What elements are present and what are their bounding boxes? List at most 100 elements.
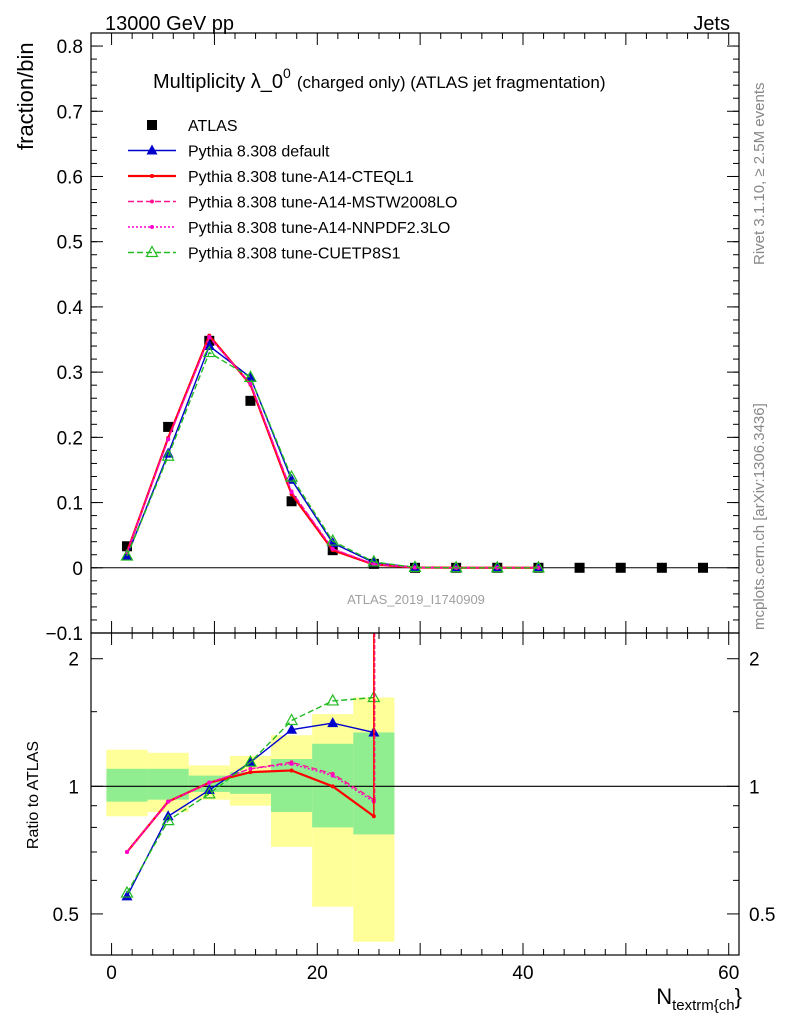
- main-ytick-label: 0.1: [57, 494, 83, 515]
- legend-marker: [146, 144, 158, 155]
- analysis-watermark: ATLAS_2019_I1740909: [347, 592, 485, 607]
- main-title-superscript: 0: [283, 65, 291, 81]
- data-point: [574, 562, 585, 573]
- ratio-ytick-label: 2: [68, 650, 79, 671]
- data-point: [161, 449, 175, 461]
- data-point: [286, 496, 297, 507]
- legend-entry-5: Pythia 8.308 tune-CUETP8S1: [128, 245, 401, 263]
- main-title-rest: (charged only) (ATLAS jet fragmentation): [297, 73, 606, 92]
- series-line: [126, 335, 539, 569]
- ratio-series-4: [120, 690, 381, 898]
- ratio-point: [330, 784, 335, 789]
- ratio-point: [326, 693, 340, 706]
- ratio-point: [248, 766, 253, 771]
- data-point: [367, 554, 381, 567]
- rivet-version: Rivet 3.1.10, ≥ 2.5M events: [751, 83, 768, 266]
- main-ytick-label: 0: [72, 559, 83, 580]
- ratio-point: [285, 713, 299, 726]
- ratio-xtick-label: 0: [106, 963, 117, 984]
- data-point: [244, 371, 256, 382]
- ratio-ylabel: Ratio to ATLAS: [25, 741, 42, 849]
- data-point: [203, 340, 215, 351]
- legend-entry-2: Pythia 8.308 tune-A14-CTEQL1: [128, 169, 414, 186]
- data-point: [330, 546, 335, 551]
- legend-entry-0: ATLAS: [147, 118, 238, 135]
- main-ytick-label: 0.7: [57, 102, 83, 123]
- ratio-line: [126, 696, 374, 894]
- header-process: 13000 GeV pp: [105, 13, 234, 35]
- data-point: [698, 562, 708, 573]
- ratio-xtick-label: 60: [718, 963, 739, 984]
- legend-label: Pythia 8.308 tune-A14-MSTW2008LO: [188, 195, 457, 212]
- ratio-point: [207, 780, 212, 785]
- legend-marker: [147, 120, 157, 130]
- legend-entry-4: Pythia 8.308 tune-A14-NNPDF2.3LO: [128, 220, 450, 237]
- ratio-xlabel-tail: }: [735, 984, 742, 1009]
- main-plot-panel: 0.8 0.7 0.6 0.5 0.4 0.3 0.2 0.1 0 −0.1: [45, 32, 740, 645]
- data-point: [202, 345, 216, 358]
- ratio-ytick-label: 1: [68, 777, 79, 798]
- ratio-xlabel-main: N: [656, 984, 672, 1009]
- data-point: [371, 562, 376, 567]
- data-point: [615, 562, 626, 573]
- ratio-xtick-label: 20: [307, 963, 328, 984]
- legend-entry-3: Pythia 8.308 tune-A14-MSTW2008LO: [128, 195, 457, 212]
- data-point: [408, 560, 422, 572]
- data-point: [413, 565, 417, 570]
- ratio-point: [248, 770, 253, 775]
- data-point: [122, 541, 132, 552]
- main-title-text: Multiplicity λ_0: [153, 71, 283, 93]
- data-point: [248, 381, 253, 386]
- legend-entry-1: Pythia 8.308 default: [128, 144, 330, 161]
- ratio-frame: [90, 632, 740, 956]
- data-point: [120, 548, 134, 561]
- data-point: [531, 560, 545, 573]
- legend-label: Pythia 8.308 tune-CUETP8S1: [188, 246, 401, 263]
- legend-label: ATLAS: [188, 118, 238, 135]
- ratio-xtick-label: 40: [512, 963, 533, 984]
- ratio-point: [121, 890, 133, 901]
- ratio-point: [161, 813, 175, 826]
- ratio-plot-panel: 2 2 1 1 0.5 0.5 0 20 40 60: [53, 632, 775, 984]
- data-point: [245, 395, 256, 406]
- series-5: [120, 345, 545, 573]
- ratio-ytick-label-right: 0.5: [749, 905, 775, 926]
- series-line: [126, 351, 539, 569]
- main-ytick-label: 0.6: [57, 167, 83, 188]
- ratio-point: [243, 754, 257, 767]
- main-ytick-label: 0.8: [57, 37, 83, 58]
- main-title: Multiplicity λ_00 (charged only) (ATLAS j…: [153, 65, 606, 93]
- ratio-point: [330, 773, 335, 778]
- ratio-point: [125, 849, 129, 854]
- data-point: [207, 334, 212, 339]
- ratio-point: [166, 799, 171, 804]
- legend-marker: [150, 199, 154, 204]
- uncertainty-band-inner: [229, 772, 271, 794]
- data-point: [163, 421, 174, 432]
- ratio-point: [289, 761, 294, 766]
- mcplots-citation: mcplots.cern.ch [arXiv:1306.3436]: [751, 403, 768, 630]
- ratio-point: [327, 717, 339, 728]
- ratio-point: [286, 723, 298, 734]
- ratio-point: [120, 885, 134, 898]
- legend-label: Pythia 8.308 tune-A14-NNPDF2.3LO: [188, 220, 450, 237]
- data-point: [326, 533, 340, 546]
- data-point: [490, 560, 504, 573]
- ratio-ytick-label: 0.5: [53, 905, 79, 926]
- series-4: [125, 334, 541, 570]
- main-ytick-label: 0.5: [57, 233, 83, 254]
- data-point: [289, 490, 294, 495]
- main-ytick-label: −0.1: [45, 624, 83, 645]
- ratio-series-3: [125, 761, 376, 854]
- ratio-point: [202, 786, 216, 799]
- legend: ATLAS Pythia 8.308 default Pythia 8.308 tu…: [128, 118, 457, 263]
- data-point: [285, 469, 299, 482]
- header-jets: Jets: [693, 13, 730, 35]
- ratio-xlabel: Ntextrm{ch}: [656, 984, 742, 1014]
- legend-marker: [150, 174, 154, 178]
- legend-label: Pythia 8.308 default: [188, 144, 330, 161]
- ratio-ytick-label-right: 1: [749, 777, 760, 798]
- data-point: [243, 370, 257, 382]
- legend-marker: [150, 225, 154, 229]
- data-point: [166, 437, 171, 442]
